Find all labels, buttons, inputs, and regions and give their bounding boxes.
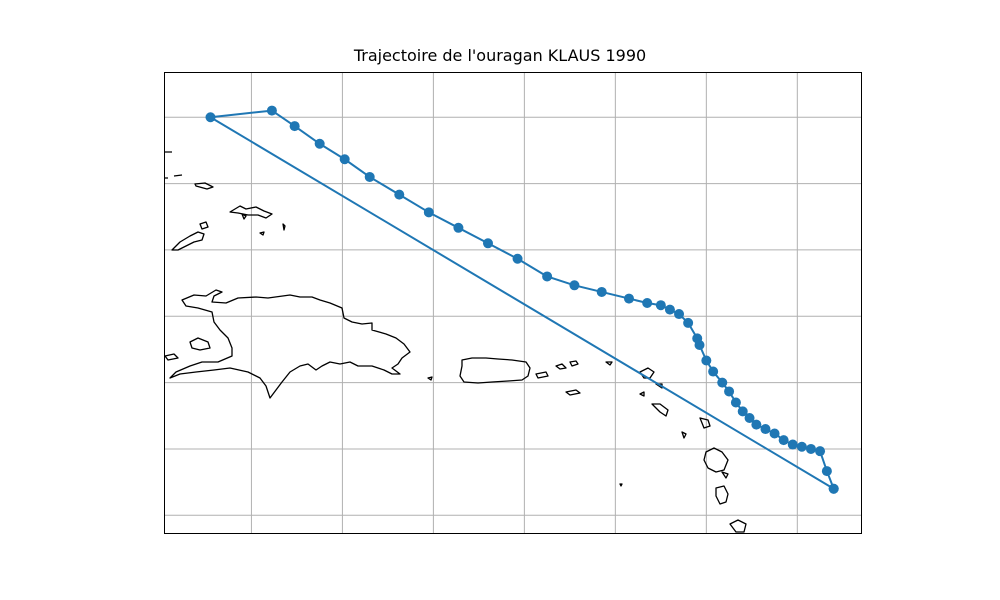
coastline-lesser-antilles	[555, 360, 747, 533]
coastlines	[164, 151, 747, 533]
track-point	[787, 439, 798, 450]
track-point	[717, 377, 728, 388]
track-point	[821, 466, 832, 477]
track-point	[737, 406, 748, 417]
track-point	[760, 424, 771, 435]
track-point	[683, 317, 694, 328]
track-point	[701, 355, 712, 366]
track-point	[542, 271, 553, 282]
track-point	[512, 253, 523, 264]
track-line	[209, 109, 835, 490]
track-point	[642, 298, 653, 308]
track-point	[624, 293, 634, 304]
track-point	[453, 222, 464, 233]
track-point	[769, 428, 780, 439]
track-point	[569, 280, 580, 291]
track-point	[708, 366, 719, 377]
track-point	[664, 304, 675, 315]
map-frame	[164, 72, 862, 534]
track-point	[828, 483, 839, 494]
gridlines	[165, 73, 861, 533]
hurricane-track	[205, 105, 839, 494]
track-point	[724, 386, 735, 397]
track-point	[314, 138, 325, 149]
coastline-cuba	[165, 151, 286, 251]
track-point	[796, 441, 807, 452]
track-point	[596, 286, 607, 297]
track-point	[482, 238, 493, 249]
track-point	[730, 397, 741, 408]
track-point	[655, 300, 666, 311]
track-point	[205, 112, 216, 123]
track-point	[815, 446, 826, 457]
track-point	[394, 189, 405, 200]
track-point	[423, 207, 434, 218]
track-point	[289, 121, 300, 132]
chart-title: Trajectoire de l'ouragan KLAUS 1990	[353, 46, 647, 65]
track-point	[778, 435, 789, 446]
track-point	[674, 309, 685, 320]
track-point	[751, 419, 762, 430]
track-point	[744, 413, 755, 423]
track-point	[692, 333, 703, 344]
track-point	[805, 443, 816, 454]
track-point	[266, 105, 277, 116]
coastline-puerto-rico	[427, 357, 549, 384]
coastline-hispaniola	[164, 289, 411, 399]
track-point	[364, 171, 375, 182]
track-point	[339, 154, 350, 165]
